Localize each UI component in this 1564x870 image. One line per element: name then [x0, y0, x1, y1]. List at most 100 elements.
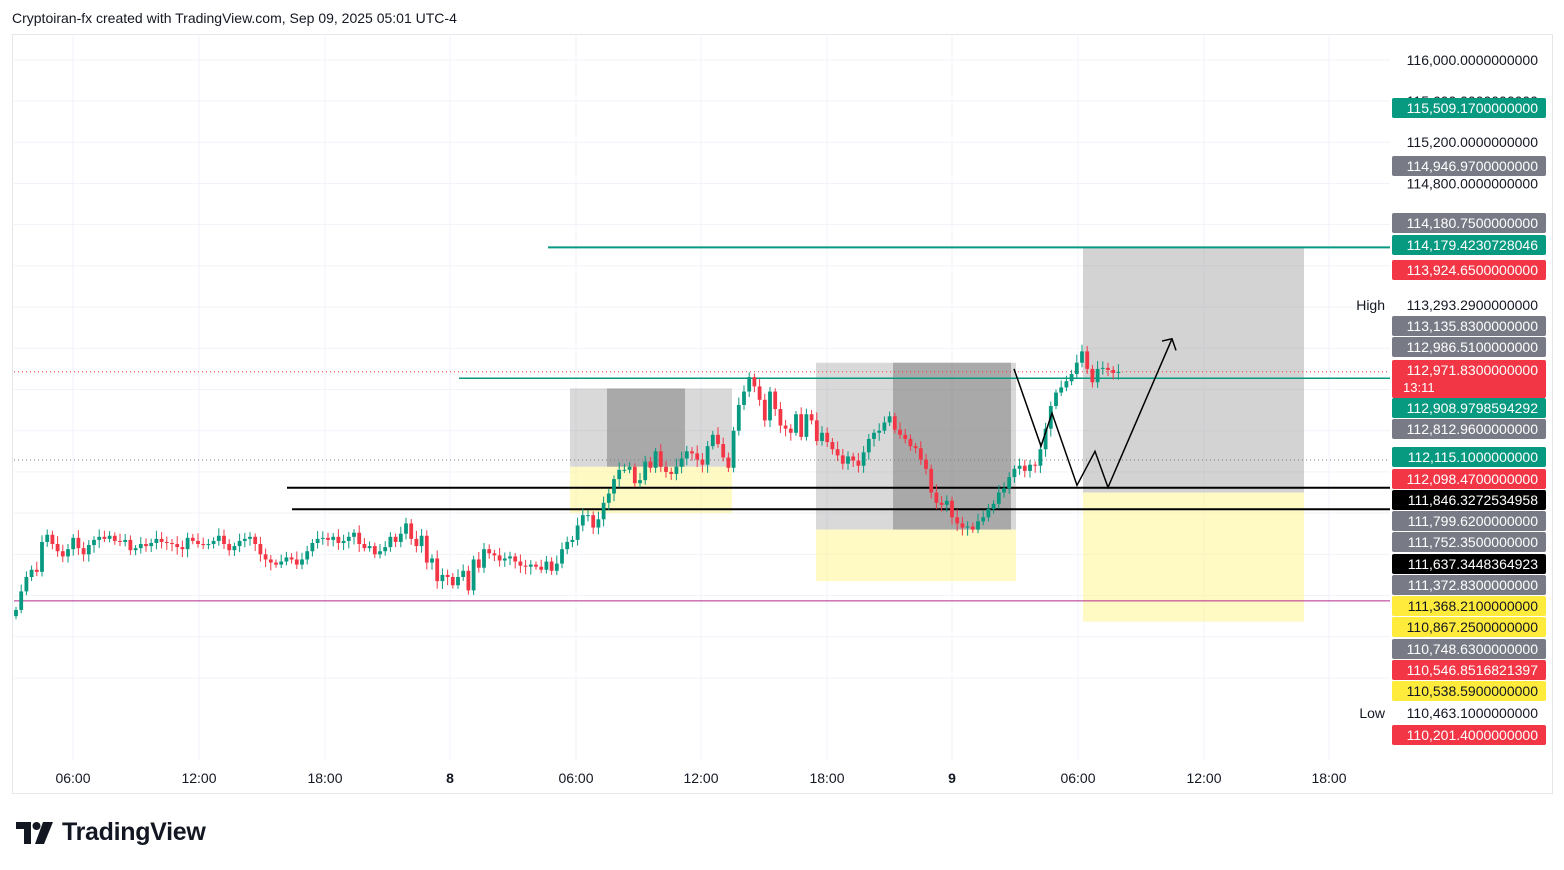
- bearish-candle: [518, 561, 523, 566]
- bearish-candle: [112, 535, 117, 541]
- bearish-candle: [102, 536, 107, 539]
- bullish-candle: [149, 542, 154, 547]
- bullish-candle: [315, 538, 320, 543]
- bullish-candle: [352, 532, 356, 537]
- bullish-candle: [736, 404, 741, 431]
- bearish-candle: [1033, 464, 1038, 466]
- bullish-candle: [398, 533, 403, 542]
- bullish-candle: [794, 414, 798, 433]
- time-tick-label: 18:00: [809, 770, 844, 786]
- target-box: [1083, 247, 1304, 493]
- bullish-candle: [596, 519, 601, 528]
- bearish-candle: [336, 536, 341, 543]
- price-label-text: 114,180.7500000000: [1407, 215, 1539, 231]
- bullish-candle: [508, 556, 512, 559]
- bullish-candle: [804, 414, 809, 437]
- bullish-candle: [86, 545, 91, 555]
- bullish-candle: [887, 416, 892, 423]
- bullish-candle: [320, 537, 325, 539]
- bearish-candle: [690, 451, 694, 454]
- supply-box-left-inner: [607, 388, 685, 467]
- bearish-candle: [664, 466, 668, 472]
- bullish-candle: [66, 549, 70, 557]
- bearish-candle: [757, 386, 762, 400]
- bullish-candle: [544, 561, 549, 570]
- price-label-text: 112,908.9798594292: [1407, 400, 1539, 416]
- bearish-candle: [190, 537, 195, 541]
- bearish-candle: [892, 416, 897, 430]
- bullish-candle: [606, 493, 611, 503]
- bullish-candle: [846, 456, 850, 464]
- bullish-candle: [133, 548, 138, 551]
- bearish-candle: [913, 446, 918, 449]
- bearish-candle: [809, 414, 814, 421]
- bearish-candle: [908, 438, 913, 447]
- bullish-candle: [638, 480, 642, 484]
- price-label-badge: [1392, 596, 1546, 616]
- bearish-candle: [268, 559, 273, 563]
- bullish-candle: [440, 574, 445, 582]
- bullish-candle: [991, 503, 996, 509]
- price-label-text: 113,135.8300000000: [1407, 318, 1539, 334]
- bearish-candle: [835, 449, 840, 456]
- bearish-candle: [658, 451, 663, 467]
- bullish-candle: [986, 508, 991, 518]
- bearish-candle: [476, 559, 481, 568]
- bearish-candle: [118, 540, 122, 542]
- price-label-badge: [1392, 156, 1546, 176]
- bullish-candle: [996, 492, 1001, 504]
- bearish-candle: [773, 391, 778, 410]
- bearish-candle: [81, 548, 86, 555]
- price-label-badge: [1392, 681, 1546, 701]
- bearish-candle: [170, 542, 174, 545]
- bullish-candle: [40, 541, 44, 572]
- bullish-candle: [310, 542, 315, 552]
- bullish-candle: [107, 535, 112, 539]
- chart-frame: [12, 34, 1553, 794]
- bearish-candle: [466, 570, 471, 591]
- bearish-candle: [825, 432, 830, 443]
- price-label-text: 110,748.6300000000: [1407, 641, 1539, 657]
- bullish-candle: [1028, 464, 1032, 471]
- bullish-candle: [586, 515, 590, 517]
- time-tick-label: 9: [948, 770, 956, 786]
- bearish-candle: [60, 551, 65, 557]
- bullish-candle: [341, 540, 346, 543]
- bearish-candle: [934, 492, 939, 503]
- bullish-candle: [627, 466, 632, 470]
- bearish-candle: [1090, 368, 1095, 383]
- bullish-candle: [482, 549, 486, 568]
- price-label-text: 114,946.9700000000: [1407, 158, 1539, 174]
- price-label-badge: [1392, 447, 1546, 467]
- bullish-candle: [560, 549, 564, 564]
- time-tick-label: 06:00: [1060, 770, 1095, 786]
- bullish-candle: [882, 422, 887, 431]
- bearish-candle: [164, 541, 169, 543]
- bullish-candle: [123, 539, 128, 542]
- bearish-candle: [726, 457, 731, 468]
- price-label-text: 112,971.8300000000: [1407, 362, 1539, 378]
- tradingview-logo[interactable]: TradingView: [16, 818, 206, 847]
- bullish-candle: [419, 535, 424, 547]
- price-label-text: 111,372.8300000000: [1408, 577, 1538, 593]
- projection-drawing: [1013, 337, 1177, 490]
- bullish-candle: [1002, 488, 1006, 493]
- bullish-candle: [71, 537, 76, 550]
- bearish-candle: [721, 444, 726, 458]
- bearish-candle: [700, 459, 705, 465]
- price-tick-label: 115,200.0000000000: [1407, 134, 1539, 150]
- bearish-candle: [788, 428, 793, 433]
- price-tag-low: Low: [1359, 705, 1386, 721]
- bullish-candle: [216, 535, 221, 541]
- bearish-candle: [196, 540, 200, 545]
- bearish-candle: [778, 409, 783, 426]
- price-label-badge: [1392, 398, 1546, 418]
- price-label-text: 115,509.1700000000: [1407, 100, 1539, 116]
- bullish-candle: [367, 546, 372, 549]
- price-label-badge: [1392, 235, 1546, 255]
- bullish-candle: [820, 432, 824, 442]
- bearish-candle: [950, 500, 954, 518]
- price-label-text: 111,846.3272534958: [1408, 492, 1538, 508]
- bullish-candle: [872, 432, 876, 439]
